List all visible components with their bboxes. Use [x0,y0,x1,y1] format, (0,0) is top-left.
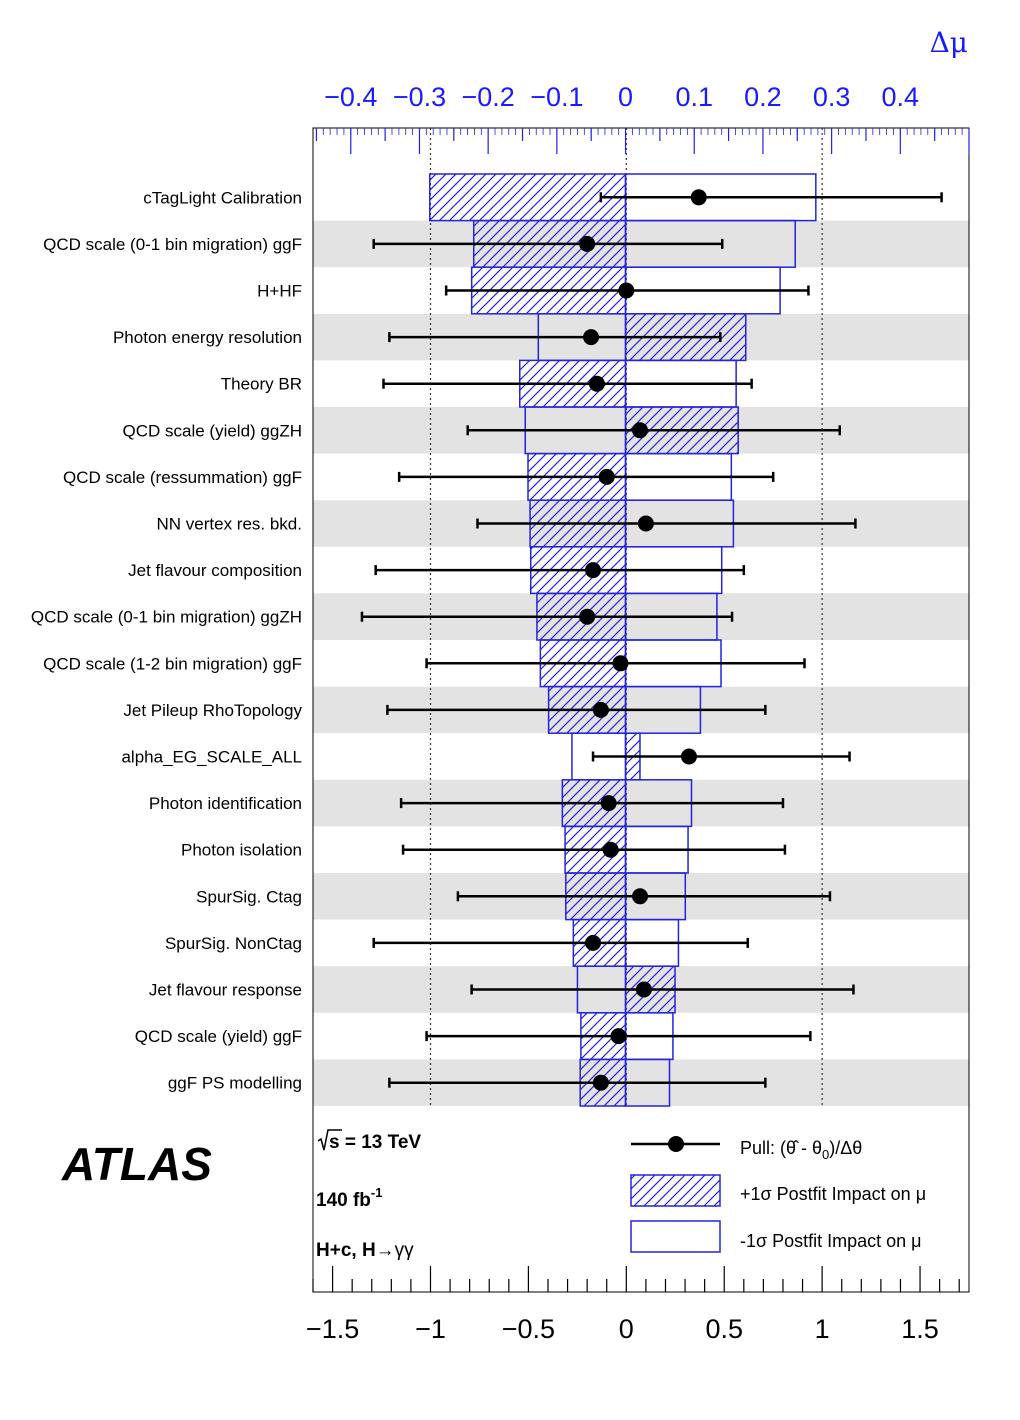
energy-label: s = 13 TeV [317,1129,421,1153]
pull-marker [618,282,635,299]
parameter-label: H+HF [257,282,302,301]
bottom-tick-label: −0.5 [502,1314,555,1344]
channel-prefix: H+c, H [316,1240,376,1261]
lumi-exponent: -1 [371,1185,383,1200]
parameter-label: Photon identification [149,794,302,813]
energy-prefix: s [329,1132,340,1153]
bottom-tick-label: 0 [619,1314,634,1344]
parameter-label: QCD scale (yield) ggZH [123,421,303,440]
parameter-label: NN vertex res. bkd. [157,515,303,534]
legend: Pull: (θ̂ - θ0)/Δθ +1σ Postfit Impact on… [630,1136,926,1253]
parameter-label: QCD scale (ressummation) ggF [63,468,302,487]
legend-pull-tail: )/Δθ [829,1138,862,1158]
parameter-label: alpha_EG_SCALE_ALL [121,748,302,767]
parameter-label: QCD scale (1-2 bin migration) ggF [43,654,302,673]
pull-marker [637,515,654,532]
lumi-value: 140 fb [316,1190,371,1211]
bottom-axis: −1.5 −1 −0.5 0 0.5 1 1.5 [306,1266,960,1344]
pull-marker [579,608,596,625]
pull-marker [583,329,600,346]
legend-pull-sub: 0 [822,1147,829,1162]
bottom-tick-label: 1.5 [901,1314,939,1344]
energy-suffix: = 13 TeV [340,1132,422,1153]
pull-marker [592,1074,609,1091]
pull-marker [690,189,707,206]
top-tick-label: −0.3 [393,82,446,112]
pull-marker [635,981,652,998]
legend-minus-swatch [630,1220,721,1253]
top-tick-label: 0.2 [744,82,782,112]
pull-marker [585,934,602,951]
parameter-label: Theory BR [221,375,302,394]
atlas-label: ATLAS [61,1138,212,1190]
sqrt-icon [317,1129,342,1151]
parameter-label: QCD scale (0-1 bin migration) ggZH [31,608,302,627]
top-tick-label: −0.4 [324,82,377,112]
top-axis: −0.4 −0.3 −0.2 −0.1 0 0.1 0.2 0.3 0.4 [315,82,970,154]
top-tick-label: 0.1 [675,82,713,112]
lumi-label: 140 fb-1 [316,1185,382,1211]
top-tick-label: −0.2 [462,82,515,112]
parameter-label: Photon isolation [181,841,302,860]
bottom-tick-label: 1 [815,1314,830,1344]
parameter-label: Jet flavour composition [128,561,302,580]
legend-minus-text: -1σ Postfit Impact on μ [740,1231,922,1251]
parameter-label: Photon energy resolution [113,328,302,347]
bottom-tick-label: −1.5 [306,1314,359,1344]
parameter-label: cTagLight Calibration [143,188,302,207]
pull-marker [602,841,619,858]
top-tick-label: 0 [618,82,633,112]
pull-marker [632,888,649,905]
legend-pull-main: Pull: (θ̂ - θ [740,1138,822,1158]
channel-suffix: γγ [395,1240,415,1261]
parameter-label: QCD scale (0-1 bin migration) ggF [43,235,302,254]
channel-arrow: → [376,1240,395,1261]
top-axis-label: Δμ [930,26,968,59]
parameter-label: Jet flavour response [149,981,302,1000]
parameter-label: ggF PS modelling [168,1074,302,1093]
bottom-tick-label: −1 [415,1314,446,1344]
pull-marker [600,795,617,812]
pull-marker [612,655,629,672]
legend-plus-text: +1σ Postfit Impact on μ [740,1184,926,1204]
legend-pull-marker [668,1136,684,1152]
parameter-label: QCD scale (yield) ggF [135,1027,302,1046]
svg-text:s = 13 TeV: s = 13 TeV [329,1132,421,1153]
legend-pull-text: Pull: (θ̂ - θ0)/Δθ [740,1138,862,1162]
pull-marker [579,235,596,252]
top-tick-label: −0.1 [530,82,583,112]
legend-plus-swatch [630,1174,721,1207]
pull-marker [588,375,605,392]
bottom-tick-label: 0.5 [705,1314,743,1344]
pull-marker [598,468,615,485]
pull-marker [585,562,602,579]
impact-plus-bar [429,173,627,222]
pull-markers [360,189,943,1091]
plot-frame [312,127,970,1293]
parameter-label: Jet Pileup RhoTopology [123,701,302,720]
parameter-labels: cTagLight Calibration QCD scale (0-1 bin … [31,188,303,1092]
pull-marker [680,748,697,765]
top-tick-label: 0.4 [882,82,920,112]
channel-label: H+c, H→γγ [316,1240,414,1261]
pull-marker [592,701,609,718]
pull-marker [610,1028,627,1045]
pull-marker [632,422,649,439]
parameter-label: SpurSig. NonCtag [165,934,302,953]
parameter-label: SpurSig. Ctag [196,887,302,906]
top-tick-label: 0.3 [813,82,851,112]
